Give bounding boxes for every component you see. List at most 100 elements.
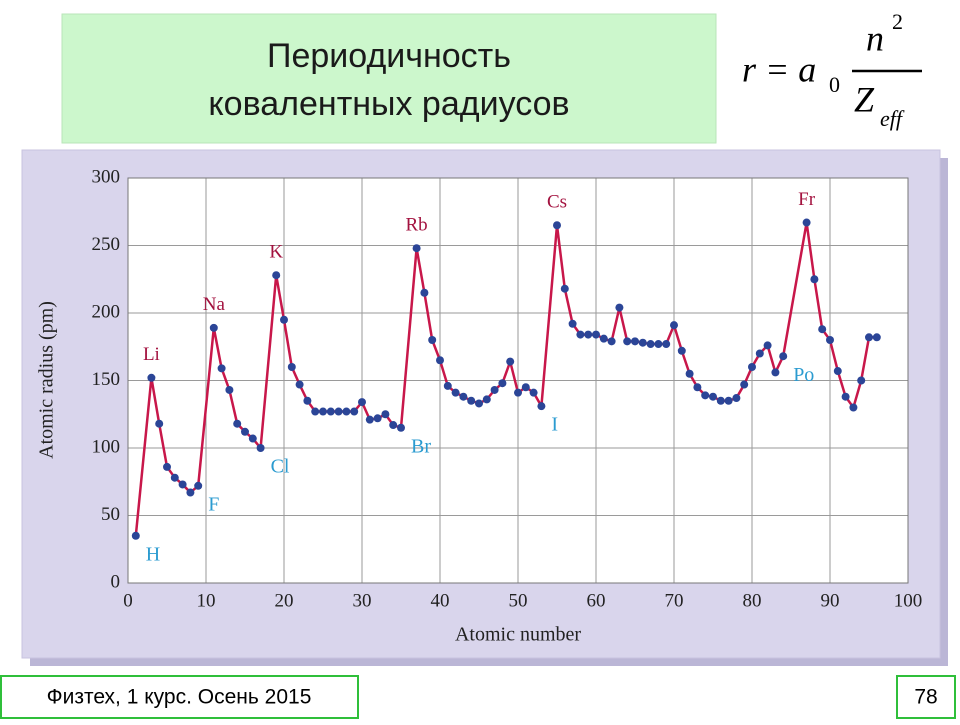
data-point [631,337,639,346]
data-point [514,388,522,397]
data-point [209,323,218,332]
data-point [646,340,655,349]
data-point [170,473,179,482]
data-point [381,410,390,419]
data-point [256,444,265,452]
data-point [163,462,171,471]
footer: Физтех, 1 курс. Осень 2015 [47,686,312,709]
x-tick-label: 20 [275,590,294,611]
data-point [857,376,866,385]
data-point [771,368,780,377]
data-point [334,407,343,416]
data-point [755,349,764,358]
formula: r = a 0 n 2 Z eff [742,9,922,131]
data-point [475,399,483,408]
data-point [280,315,288,324]
x-tick-label: 40 [431,590,450,611]
data-point [319,407,327,416]
x-tick-label: 80 [743,590,762,611]
page-number: 78 [914,686,937,709]
data-point [576,330,585,339]
data-point [506,357,515,366]
x-tick-label: 10 [197,590,216,611]
data-point [763,341,772,350]
element-label: Cl [271,456,290,478]
data-point [295,380,304,389]
title-line: ковалентных радиусов [208,85,569,123]
data-point [818,325,827,334]
data-point [248,434,257,443]
data-point [350,407,359,416]
data-point [311,407,320,416]
x-tick-label: 100 [894,590,923,611]
data-point [670,321,678,330]
data-point [233,419,242,428]
data-point [420,288,429,297]
data-point [482,395,491,404]
element-label: H [146,543,160,565]
data-point [217,364,226,373]
data-point [779,352,788,361]
data-point [732,394,741,403]
data-point [529,388,538,397]
data-point [724,396,733,405]
data-point [287,363,296,371]
data-point [186,488,195,497]
data-point [748,363,756,371]
data-point [443,381,452,390]
formula-sub: 0 [829,72,840,97]
data-point [802,218,811,227]
element-label: Br [411,435,431,457]
formula-num: n [866,18,884,58]
data-point [584,330,593,339]
x-tick-label: 70 [665,590,684,611]
data-point [716,396,725,405]
formula-lhs: r = a [742,49,816,89]
y-tick-label: 200 [92,301,121,322]
data-point [428,336,437,344]
data-point [740,380,749,389]
page-number-box [896,675,956,719]
data-point [537,402,546,411]
x-axis-label: Atomic number [455,624,581,646]
data-point [397,423,405,432]
plot-frame [127,177,909,584]
data-point [599,334,608,343]
y-tick-label: 50 [101,504,120,525]
formula-sup: 2 [892,9,903,34]
plot: 0 50 100 150 200 250 300 0 10 20 30 40 50 60 70 80 90 100… [92,166,923,611]
data-point [389,421,398,430]
data-point [553,221,561,230]
data-point [833,367,842,376]
x-tick-label: 60 [587,590,606,611]
x-tick-label: 90 [821,590,840,611]
data-point [592,330,600,339]
data-point [521,383,530,392]
data-point [638,338,647,347]
data-point [701,391,710,400]
element-label: I [551,414,558,436]
data-point [607,337,616,346]
element-label: K [269,242,283,263]
data-point [677,346,686,355]
data-point [358,398,366,407]
data-point [693,383,702,392]
data-point [849,403,858,412]
data-point [147,373,156,382]
data-point [373,414,382,423]
element-label: Fr [798,189,816,210]
data-point [654,340,663,349]
data-point [451,388,460,397]
element-label: Rb [406,215,428,236]
data-point [872,333,881,342]
title-box [61,13,717,144]
data-point [810,275,819,284]
y-tick-label: 250 [92,234,121,255]
data-point [467,396,476,405]
x-tick-label: 0 [123,590,133,611]
element-label: Po [793,364,814,386]
y-tick-label: 150 [92,369,121,390]
data-point [272,271,281,280]
title-line: Периодичность [267,37,511,75]
